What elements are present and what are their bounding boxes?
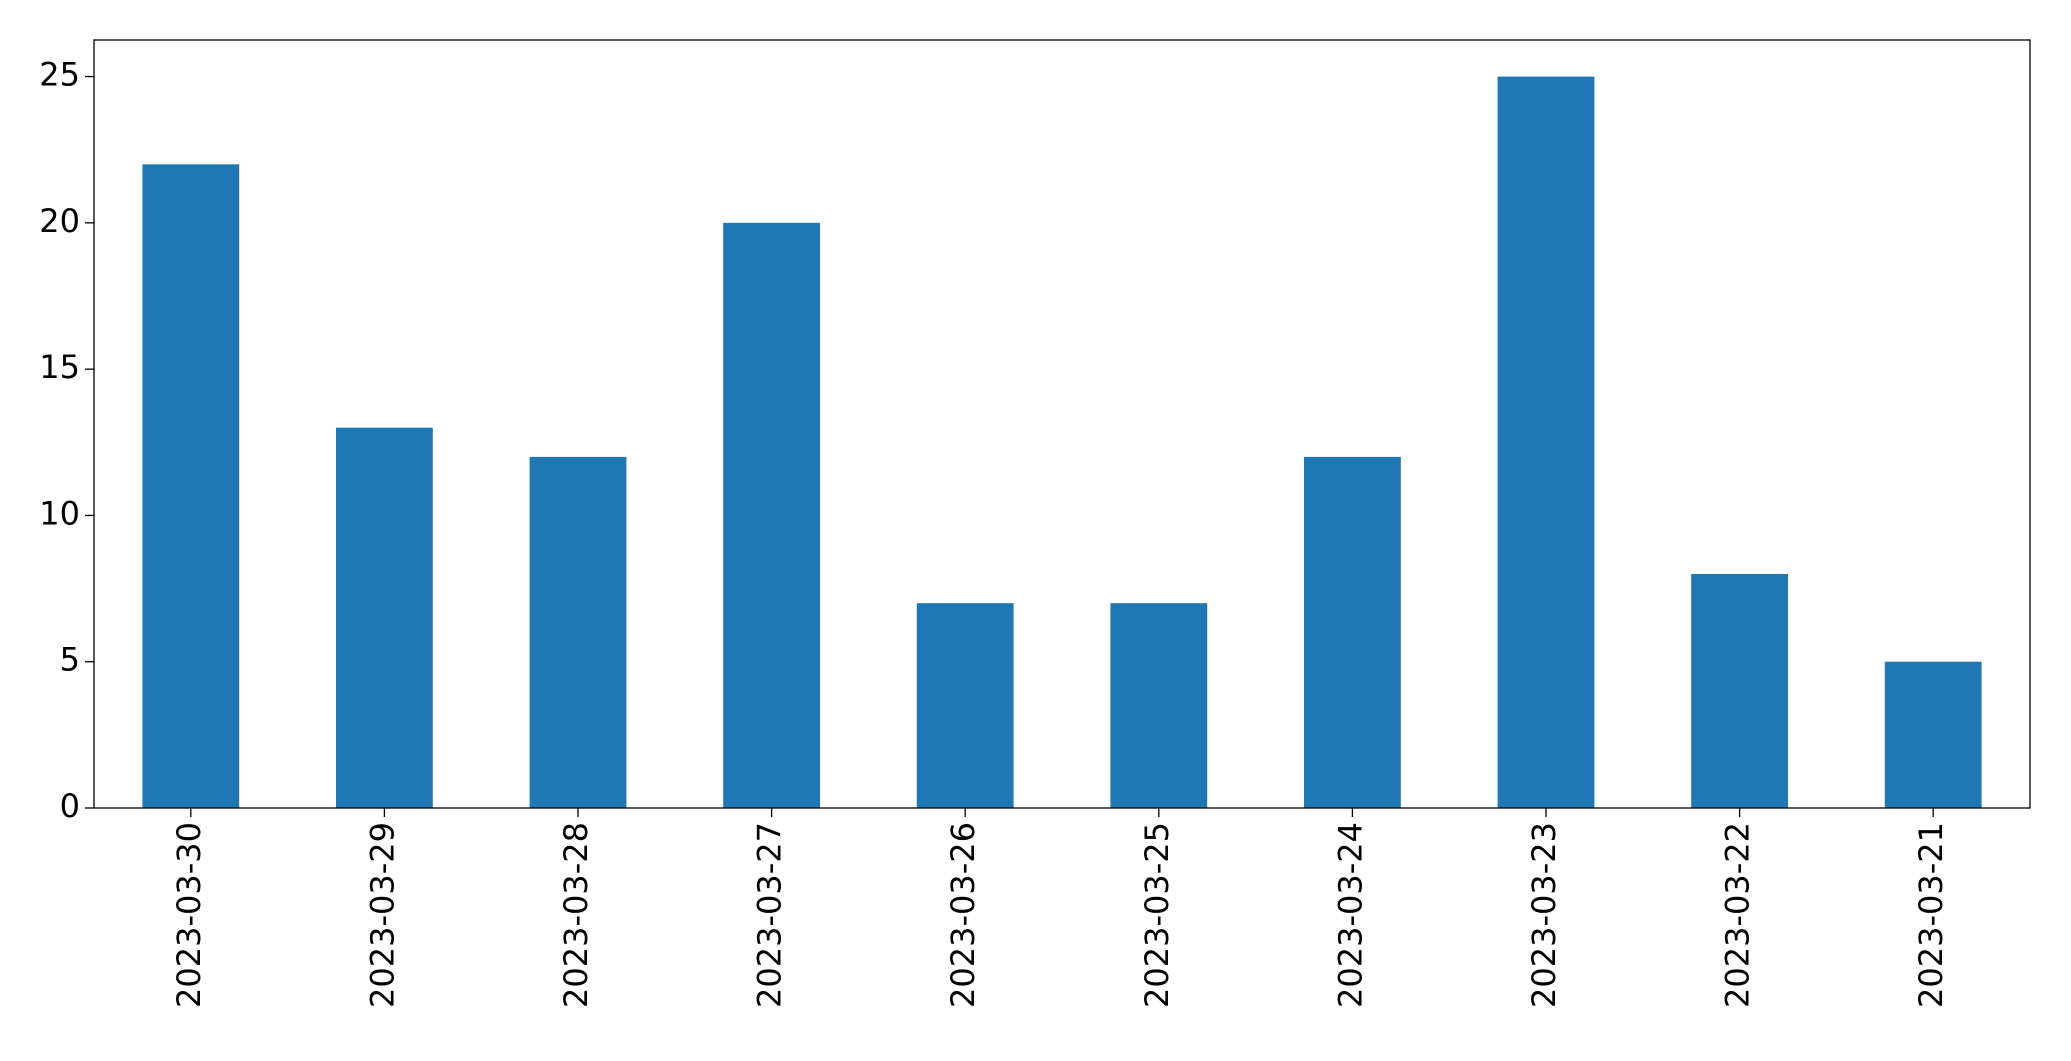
x-tick-label: 2023-03-23	[1525, 822, 1563, 1008]
y-tick-label: 15	[39, 348, 80, 386]
x-tick-label: 2023-03-30	[170, 822, 208, 1008]
bar	[142, 164, 240, 809]
x-tick-label: 2023-03-27	[751, 822, 789, 1008]
bar	[723, 222, 820, 808]
y-tick-label: 10	[39, 494, 80, 532]
bar	[1110, 603, 1208, 808]
bar	[916, 603, 1014, 808]
bar	[529, 456, 627, 808]
x-tick-label: 2023-03-28	[557, 822, 595, 1008]
x-tick-label: 2023-03-24	[1331, 822, 1369, 1008]
x-tick-label: 2023-03-25	[1138, 822, 1176, 1008]
bar	[336, 427, 433, 808]
bar	[1884, 661, 1982, 808]
y-tick-label: 5	[60, 641, 80, 679]
x-tick-label: 2023-03-29	[363, 822, 401, 1008]
plot-frame	[93, 39, 2031, 809]
x-tick-label: 2023-03-22	[1719, 822, 1757, 1008]
y-tick-label: 25	[39, 56, 80, 94]
bar	[1497, 76, 1595, 809]
bar	[1691, 573, 1788, 808]
x-tick-label: 2023-03-26	[944, 822, 982, 1008]
y-tick-label: 0	[60, 787, 80, 825]
y-tick-label: 20	[39, 202, 80, 240]
x-tick-label: 2023-03-21	[1912, 822, 1950, 1008]
bar	[1304, 456, 1401, 808]
